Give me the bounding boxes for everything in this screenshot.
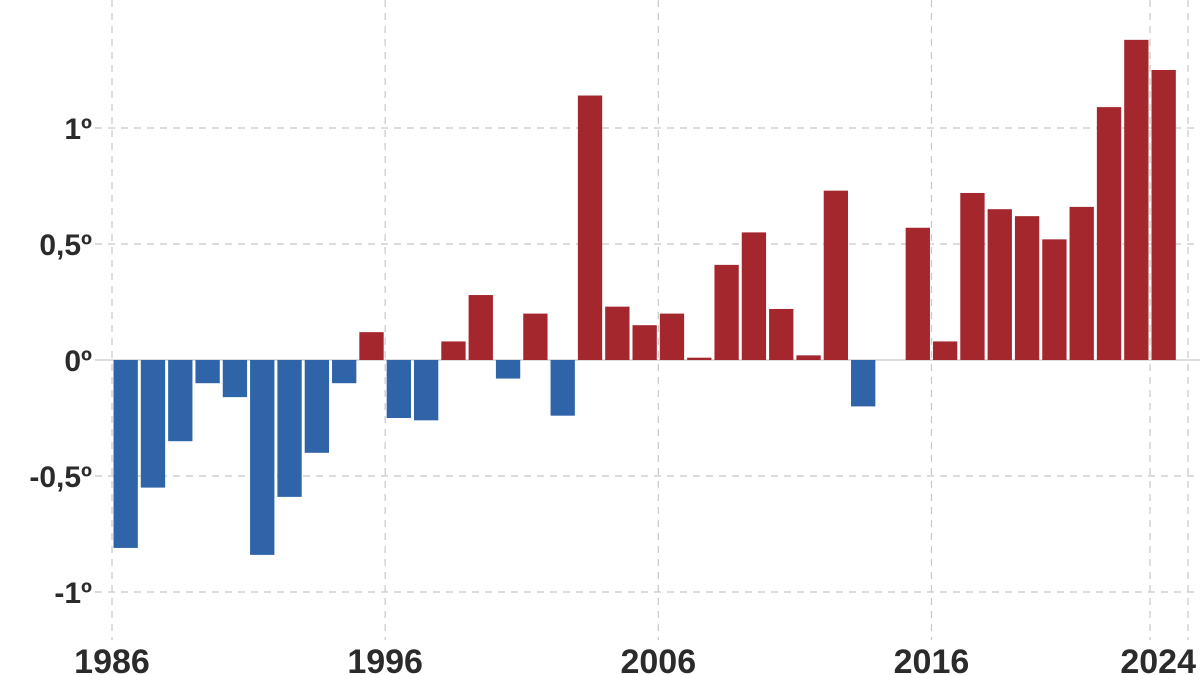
bar-2001 <box>523 313 548 360</box>
bar-1988 <box>168 360 193 442</box>
bar-2004 <box>605 306 630 360</box>
bar-2005 <box>632 325 657 360</box>
x-tick-label: 2016 <box>894 643 970 675</box>
bar-1999 <box>468 295 493 360</box>
bar-2009 <box>741 232 767 360</box>
y-tick-label: 0,5º <box>39 229 92 262</box>
bar-2006 <box>659 313 685 360</box>
x-tick-label: 1986 <box>74 643 150 675</box>
bar-2021 <box>1069 206 1094 360</box>
y-tick-label: -1º <box>54 577 92 610</box>
x-tick-label: 2024 <box>1120 643 1196 675</box>
bar-2019 <box>1014 216 1040 360</box>
bar-1996 <box>386 360 411 418</box>
bar-2010 <box>769 308 794 360</box>
bars-group <box>113 39 1176 555</box>
bar-2023 <box>1124 39 1149 361</box>
x-axis-labels: 1986 1996 2006 2016 2024 <box>74 643 1196 675</box>
bar-1994 <box>332 360 357 384</box>
bar-2012 <box>823 190 849 360</box>
bar-2013 <box>851 360 876 407</box>
bar-1991 <box>250 360 275 555</box>
bar-2024 <box>1151 70 1176 360</box>
bar-2003 <box>577 95 603 361</box>
x-gridlines <box>111 0 1189 640</box>
bar-2002 <box>550 360 575 416</box>
x-tick-label: 1996 <box>347 643 423 675</box>
x-tick-label: 2006 <box>620 643 696 675</box>
bar-2000 <box>495 360 521 379</box>
bar-1993 <box>304 360 330 453</box>
bar-1987 <box>140 360 166 488</box>
bar-1989 <box>195 360 220 384</box>
y-tick-label: -0,5º <box>29 461 92 494</box>
bar-1997 <box>413 360 439 421</box>
bar-2015 <box>905 227 930 360</box>
y-tick-label: 1º <box>64 113 92 146</box>
bar-2008 <box>714 264 739 360</box>
bar-1986 <box>113 360 138 548</box>
y-axis-labels: 1º 0,5º 0º -0,5º -1º <box>29 113 92 610</box>
bar-2022 <box>1096 107 1122 361</box>
bar-2020 <box>1042 239 1067 360</box>
bar-1992 <box>277 360 302 497</box>
bar-2007 <box>687 357 712 360</box>
y-tick-label: 0º <box>64 345 92 378</box>
bar-2016 <box>932 341 958 360</box>
bar-1990 <box>222 360 248 398</box>
bar-2018 <box>987 209 1012 360</box>
bar-2011 <box>796 355 821 360</box>
bar-1995 <box>359 332 384 360</box>
bar-2017 <box>960 192 985 360</box>
bar-1998 <box>441 341 466 360</box>
